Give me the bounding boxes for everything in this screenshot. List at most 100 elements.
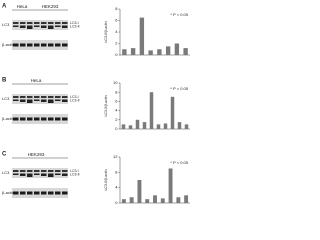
band-label: LC3-II (70, 98, 80, 102)
y-tick-label: 6 (115, 18, 118, 23)
band (13, 173, 19, 175)
bar (168, 168, 173, 203)
band (34, 22, 40, 24)
lane-header: HEK293 (42, 4, 59, 9)
y-tick-label: 0 (115, 126, 118, 131)
band (20, 25, 26, 28)
annotation: * P < 0.05 (170, 12, 188, 17)
bar (163, 123, 168, 129)
band (27, 99, 33, 103)
band (27, 117, 33, 121)
band (27, 96, 33, 98)
band (55, 117, 61, 121)
band (34, 99, 40, 101)
band (20, 96, 26, 98)
y-axis-label: LC3-II/β-actin (104, 21, 108, 42)
row-label: β-actin (2, 190, 14, 195)
band (48, 191, 54, 195)
band (55, 22, 61, 24)
y-tick-label: 0 (115, 200, 118, 205)
y-tick-label: 10 (113, 80, 118, 85)
band (62, 170, 68, 172)
band (41, 22, 47, 24)
band (34, 173, 40, 175)
band (27, 25, 33, 29)
band (55, 25, 61, 27)
band (62, 191, 68, 195)
band (20, 117, 26, 121)
band (27, 43, 33, 47)
y-tick-label: 8 (115, 89, 118, 94)
annotation: * P < 0.05 (170, 86, 188, 91)
band (27, 191, 33, 195)
band (34, 191, 40, 195)
bar (183, 48, 188, 55)
blot-strip (12, 114, 68, 124)
band (41, 96, 47, 98)
bar (165, 46, 171, 55)
bar (184, 124, 189, 129)
annotation: * P < 0.05 (170, 160, 188, 165)
band (41, 43, 47, 47)
panel-label: A (2, 4, 7, 10)
blot-strip (12, 40, 68, 50)
band (62, 99, 68, 102)
band-label: LC3-I (70, 169, 79, 173)
bar (139, 17, 145, 55)
bar (170, 96, 175, 129)
band (62, 43, 68, 47)
band (41, 99, 47, 102)
band (48, 96, 54, 98)
blot-strip (12, 188, 68, 198)
bar (148, 50, 153, 55)
y-tick-label: 8 (115, 169, 118, 174)
band (13, 117, 19, 121)
y-tick-label: 12 (113, 154, 118, 159)
bar (128, 125, 133, 129)
band (62, 25, 68, 28)
bar (142, 122, 147, 129)
bar (129, 197, 134, 203)
y-tick-label: 4 (115, 185, 118, 190)
lane-header: HEK293 (28, 152, 45, 157)
y-tick-label: 8 (115, 6, 118, 11)
bar (157, 49, 162, 55)
bar (121, 199, 126, 203)
band (62, 22, 68, 24)
band-label: LC3-I (70, 21, 79, 25)
y-tick-label: 2 (115, 117, 118, 122)
row-label: β-actin (2, 116, 14, 121)
panel-label: C (2, 152, 7, 158)
band (55, 170, 61, 172)
bar (160, 198, 165, 203)
band (13, 99, 19, 101)
blot-strip (12, 94, 68, 104)
band (34, 96, 40, 98)
bar (145, 199, 150, 203)
band (48, 43, 54, 47)
bar (149, 92, 154, 129)
lane-header: HeLa (31, 78, 42, 83)
panel-label: B (2, 78, 7, 84)
band (41, 173, 47, 176)
band (20, 22, 26, 24)
band-label: LC3-II (70, 172, 80, 176)
band (48, 22, 54, 24)
blot-strip (12, 168, 68, 178)
bar (174, 43, 180, 55)
band (55, 43, 61, 47)
band (55, 191, 61, 195)
y-axis-label: LC3-II/β-actin (104, 95, 108, 116)
row-label: LC3 (2, 96, 10, 101)
band (13, 170, 19, 172)
band (27, 170, 33, 172)
bar (176, 197, 181, 203)
bar (130, 48, 136, 55)
band (27, 22, 33, 24)
band (55, 96, 61, 98)
bar (121, 124, 126, 129)
bar (137, 180, 142, 203)
band (62, 173, 68, 176)
band (48, 117, 54, 121)
